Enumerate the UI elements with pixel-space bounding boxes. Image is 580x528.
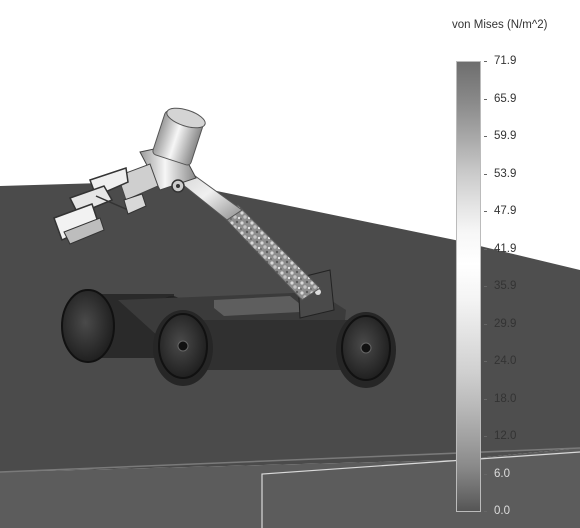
legend-tick bbox=[484, 436, 487, 437]
floor-front-face bbox=[0, 448, 580, 528]
legend-label: 53.9 bbox=[494, 168, 517, 180]
legend-tick bbox=[484, 511, 487, 512]
legend-tick bbox=[484, 399, 487, 400]
legend-tick bbox=[484, 61, 487, 62]
wheel-rear-left bbox=[61, 289, 115, 363]
legend-label: 29.9 bbox=[494, 318, 517, 330]
legend-label: 59.9 bbox=[494, 130, 517, 142]
legend-tick bbox=[484, 361, 487, 362]
legend-label: 12.0 bbox=[494, 430, 517, 442]
floor-edge-line bbox=[0, 447, 580, 473]
wheel-hub-left bbox=[177, 340, 189, 352]
legend-label: 35.9 bbox=[494, 280, 517, 292]
legend-tick bbox=[484, 286, 487, 287]
legend-tick bbox=[484, 136, 487, 137]
legend-label: 41.9 bbox=[494, 243, 517, 255]
legend-title: von Mises (N/m^2) bbox=[452, 19, 548, 31]
gripper bbox=[53, 163, 159, 245]
legend-tick bbox=[484, 174, 487, 175]
legend-label-min: 0.0 bbox=[494, 505, 510, 517]
legend-tick bbox=[484, 324, 487, 325]
legend-label: 18.0 bbox=[494, 393, 517, 405]
legend-label: 47.9 bbox=[494, 205, 517, 217]
legend-tick bbox=[484, 211, 487, 212]
stress-colorbar bbox=[456, 61, 481, 512]
robot-arm[interactable] bbox=[53, 104, 321, 301]
legend-tick bbox=[484, 99, 487, 100]
legend-label: 6.0 bbox=[494, 468, 510, 480]
legend-label-max: 71.9 bbox=[494, 55, 517, 67]
ground-plane-right bbox=[455, 240, 580, 460]
legend-tick bbox=[484, 249, 487, 250]
legend-label: 24.0 bbox=[494, 355, 517, 367]
legend-label: 65.9 bbox=[494, 93, 517, 105]
robot-chassis[interactable] bbox=[61, 269, 396, 388]
legend-tick bbox=[484, 474, 487, 475]
wheel-hub-right bbox=[360, 342, 372, 354]
